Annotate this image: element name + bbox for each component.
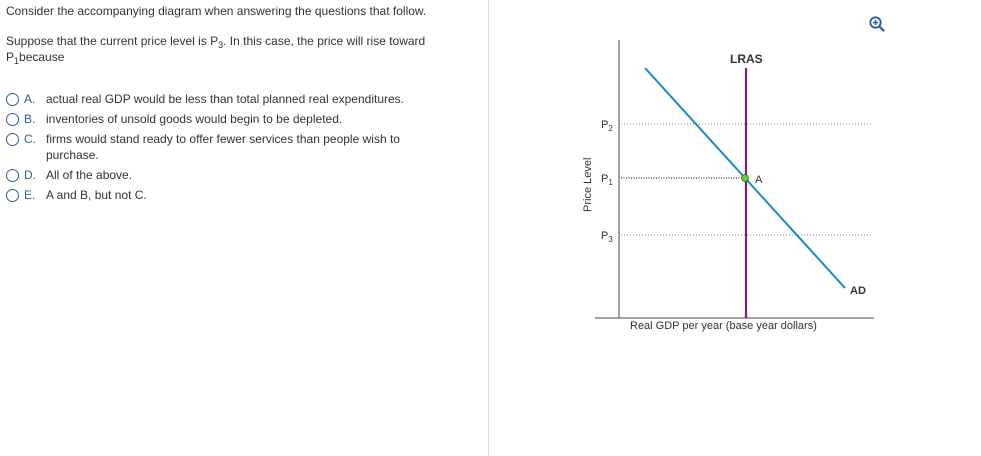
p2-label: P2	[601, 119, 613, 133]
option-e[interactable]: E. A and B, but not C.	[6, 187, 476, 203]
question-prompt: Suppose that the current price level is …	[6, 33, 476, 66]
option-text: actual real GDP would be less than total…	[46, 92, 405, 106]
ad-lras-diagram: LRAS A AD P2 P1 P3 Price Level Real GDP …	[582, 40, 874, 332]
option-letter: E.	[24, 188, 36, 202]
option-letter: D.	[24, 168, 36, 182]
p3-label: P3	[601, 230, 613, 244]
zoom-in-icon[interactable]	[869, 16, 885, 32]
option-letter: A.	[24, 92, 36, 106]
x-axis-label: Real GDP per year (base year dollars)	[630, 320, 817, 332]
ad-label: AD	[850, 285, 866, 297]
lras-label: LRAS	[730, 52, 763, 66]
prompt-text-3: because	[19, 50, 65, 64]
radio-button-d[interactable]	[6, 169, 19, 182]
point-a-label: A	[755, 174, 763, 186]
option-c[interactable]: C. firms would stand ready to offer fewe…	[6, 131, 476, 163]
equilibrium-point	[741, 174, 749, 182]
answer-options: A. actual real GDP would be less than to…	[6, 91, 476, 207]
radio-button-c[interactable]	[6, 133, 19, 146]
question-panel: Consider the accompanying diagram when a…	[0, 0, 488, 456]
prompt-text-1: Suppose that the current price level is …	[6, 34, 219, 48]
option-d[interactable]: D. All of the above.	[6, 167, 476, 183]
radio-button-a[interactable]	[6, 93, 19, 106]
prompt-subscript-1: 3	[218, 40, 224, 50]
radio-button-e[interactable]	[6, 189, 19, 202]
y-axis-label: Price Level	[582, 158, 594, 212]
ad-curve	[644, 67, 846, 289]
option-letter: B.	[24, 112, 36, 126]
diagram-panel: LRAS A AD P2 P1 P3 Price Level Real GDP …	[489, 0, 981, 456]
option-a[interactable]: A. actual real GDP would be less than to…	[6, 91, 476, 107]
option-letter: C.	[24, 132, 36, 146]
option-text: firms would stand ready to offer fewer s…	[46, 132, 400, 162]
question-intro: Consider the accompanying diagram when a…	[6, 4, 427, 18]
radio-button-b[interactable]	[6, 113, 19, 126]
prompt-subscript-2: 1	[14, 56, 20, 66]
option-text: All of the above.	[46, 168, 133, 182]
option-b[interactable]: B. inventories of unsold goods would beg…	[6, 111, 476, 127]
prompt-text-2: . In this case, the price will rise towa…	[6, 34, 426, 64]
p1-label: P1	[601, 173, 613, 187]
panel-divider	[488, 0, 489, 456]
option-text: A and B, but not C.	[46, 188, 147, 202]
option-text: inventories of unsold goods would begin …	[46, 112, 343, 126]
